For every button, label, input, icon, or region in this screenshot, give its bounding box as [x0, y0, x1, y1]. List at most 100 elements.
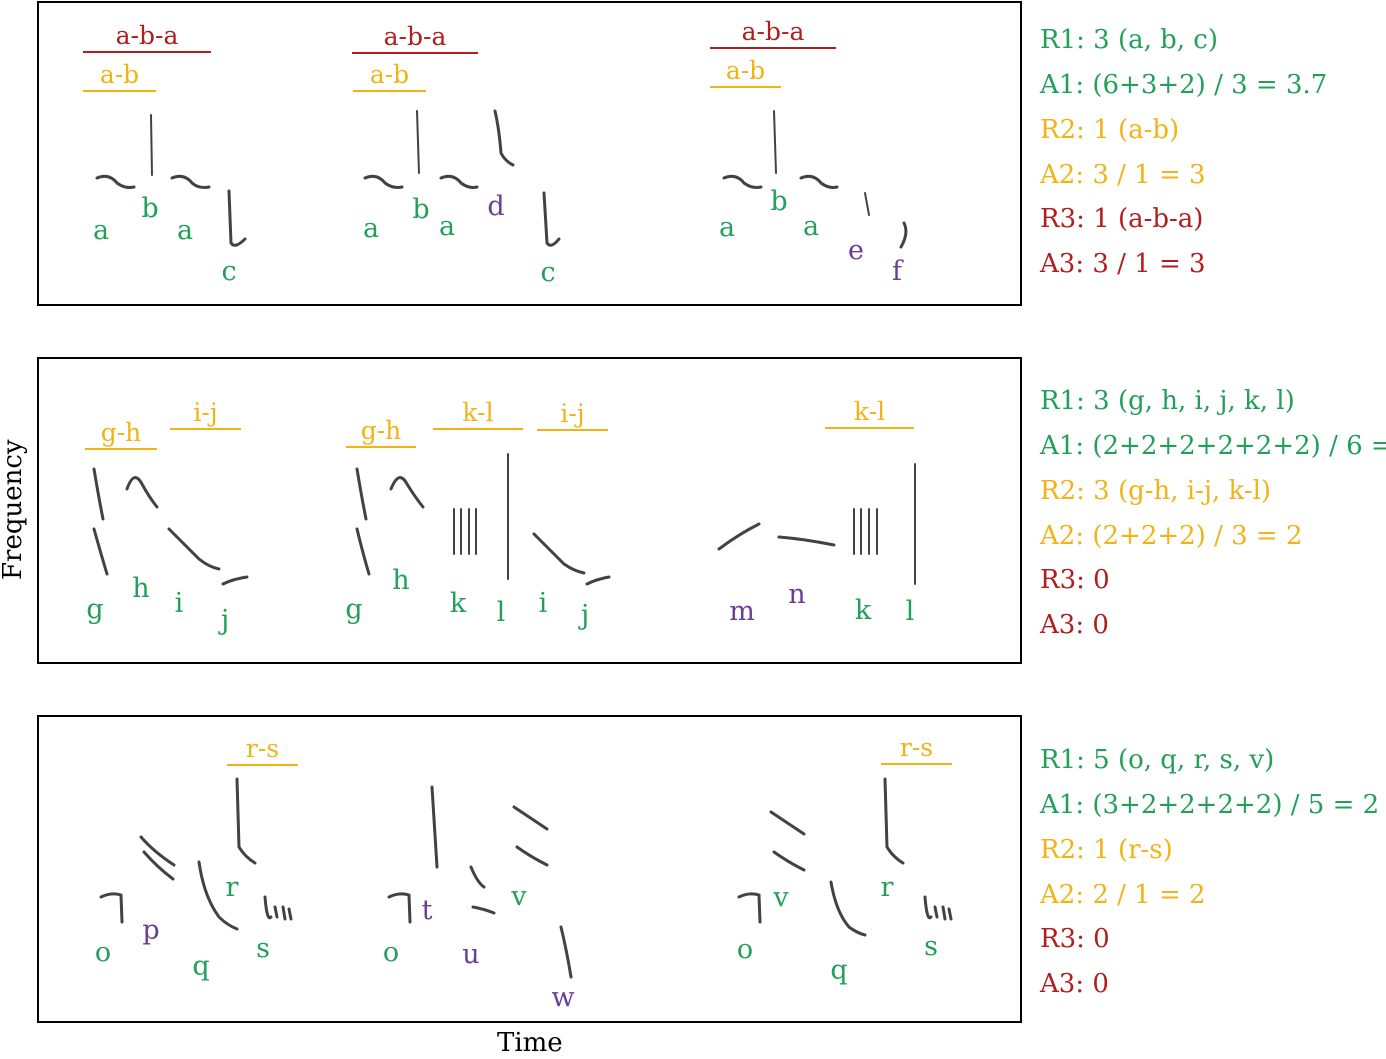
syllable-label: a [92, 215, 110, 246]
syllable-label: p [142, 915, 160, 946]
group-label: a-b [369, 60, 410, 89]
syllable-label: q [192, 951, 210, 982]
syllable-label: a [802, 211, 820, 242]
syllable-label: l [496, 597, 506, 628]
syllable-label: a [176, 215, 194, 246]
syllable-label: c [221, 256, 237, 287]
group-bracket: a-b-a [352, 24, 478, 54]
group-label: a-b-a [383, 22, 447, 51]
stat-line: A1: (2+2+2+2+2+2) / 6 = 2 [1040, 431, 1386, 461]
syllable-label: a [718, 212, 736, 243]
group-bracket: a-b-a [83, 23, 211, 53]
syllable-label: h [132, 573, 150, 604]
group-label: a-b-a [741, 17, 805, 46]
group-bracket: g-h [85, 420, 157, 450]
group-label: i-j [193, 398, 218, 427]
syllable-label: s [256, 933, 270, 964]
syllable-label: l [905, 596, 915, 627]
stat-line: R3: 0 [1040, 924, 1110, 954]
stat-line: R2: 1 (a-b) [1040, 115, 1180, 145]
syllable-label: v [773, 882, 789, 913]
syllable-label: d [487, 191, 505, 222]
syllable-label: b [412, 194, 430, 225]
spectrogram-traces-3 [99, 777, 953, 979]
syllable-label: k [854, 595, 872, 626]
group-label: i-j [560, 399, 585, 428]
syllable-label: i [174, 588, 184, 619]
group-bracket: g-h [346, 418, 416, 448]
group-label: a-b-a [115, 21, 179, 50]
group-label: a-b [725, 56, 766, 85]
group-bracket: i-j [170, 400, 241, 430]
syllable-label: t [421, 895, 433, 926]
syllable-label: j [220, 605, 230, 636]
group-label: g-h [360, 416, 402, 445]
syllable-label: o [736, 934, 754, 965]
group-bracket: i-j [537, 401, 608, 431]
syllable-label: f [892, 256, 902, 287]
group-line [170, 428, 241, 430]
group-bracket: a-b [353, 62, 426, 92]
syllable-label: b [141, 193, 159, 224]
stat-line: A1: (6+3+2) / 3 = 3.7 [1040, 70, 1328, 100]
stat-line: R2: 3 (g-h, i-j, k-l) [1040, 476, 1272, 506]
group-bracket: a-b-a [710, 19, 836, 49]
group-bracket: a-b [710, 58, 781, 88]
stat-line: A3: 3 / 1 = 3 [1040, 249, 1206, 279]
syllable-label: g [86, 594, 104, 625]
syllable-label: e [848, 235, 864, 266]
syllable-label: c [540, 257, 556, 288]
group-line [352, 52, 478, 54]
syllable-label: u [462, 939, 480, 970]
stat-line: R2: 1 (r-s) [1040, 835, 1173, 865]
stat-line: A3: 0 [1040, 969, 1109, 999]
stat-line: A2: 3 / 1 = 3 [1040, 160, 1206, 190]
group-bracket: k-l [825, 399, 914, 429]
syllable-label: g [345, 594, 363, 625]
syllable-label: i [538, 588, 548, 619]
syllable-label: n [788, 579, 806, 610]
group-bracket: r-s [227, 736, 298, 766]
song-panel-1: a-b-a a-b a-b-a a-b a-b-a a-b a b a c a … [37, 1, 1022, 306]
group-label: g-h [100, 418, 142, 447]
syllable-label: k [449, 588, 467, 619]
syllable-label: j [580, 600, 590, 631]
group-line [353, 90, 426, 92]
group-line [710, 86, 781, 88]
syllable-label: r [225, 872, 239, 903]
group-bracket: k-l [433, 400, 523, 430]
syllable-label: v [511, 881, 527, 912]
stat-line: R3: 1 (a-b-a) [1040, 204, 1204, 234]
song-panel-3: r-s r-s o p q r s o t u v w o v q r s [37, 715, 1022, 1023]
group-line [346, 446, 416, 448]
syllable-label: r [880, 872, 894, 903]
syllable-label: a [362, 213, 380, 244]
spectrogram-traces-2 [92, 453, 916, 586]
stat-line: R1: 3 (g, h, i, j, k, l) [1040, 386, 1295, 416]
group-label: r-s [899, 733, 934, 762]
syllable-label: m [729, 596, 755, 627]
group-line [881, 763, 952, 765]
stat-line: A2: 2 / 1 = 2 [1040, 880, 1206, 910]
syllable-label: a [438, 211, 456, 242]
group-line [433, 428, 523, 430]
syllable-label: o [94, 937, 112, 968]
group-line [537, 429, 608, 431]
syllable-label: s [924, 931, 938, 962]
y-axis-label: Frequency [0, 439, 28, 580]
syllable-label: q [830, 955, 848, 986]
x-axis-label: Time [497, 1028, 563, 1058]
syllable-label: o [382, 937, 400, 968]
group-line [227, 764, 298, 766]
group-bracket: r-s [881, 735, 952, 765]
syllable-label: w [551, 982, 575, 1013]
stat-line: R1: 5 (o, q, r, s, v) [1040, 745, 1275, 775]
song-panel-2: g-h i-j g-h k-l i-j k-l g h i j g h k l … [37, 357, 1022, 664]
group-label: a-b [99, 60, 140, 89]
group-line [85, 448, 157, 450]
stat-line: R3: 0 [1040, 565, 1110, 595]
stat-line: A1: (3+2+2+2+2) / 5 = 2 [1040, 790, 1380, 820]
stat-line: A2: (2+2+2) / 3 = 2 [1040, 521, 1303, 551]
stat-line: R1: 3 (a, b, c) [1040, 25, 1219, 55]
group-line [83, 90, 156, 92]
